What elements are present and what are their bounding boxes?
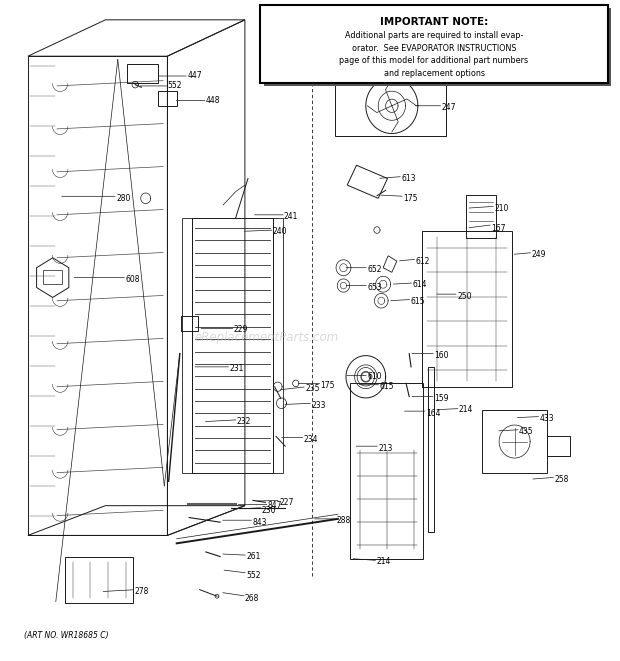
Text: 233: 233	[311, 401, 326, 410]
Bar	[482, 410, 547, 473]
Bar	[65, 557, 133, 603]
Text: 612: 612	[415, 256, 430, 266]
Text: 210: 210	[494, 204, 508, 213]
Bar	[182, 218, 192, 473]
Bar	[273, 218, 283, 473]
Text: 843: 843	[252, 518, 267, 527]
Bar	[350, 383, 423, 559]
Bar	[181, 316, 198, 330]
Bar	[192, 218, 273, 473]
Text: (ART NO. WR18685 C): (ART NO. WR18685 C)	[24, 631, 108, 640]
Text: 232: 232	[237, 416, 251, 426]
Text: Additional parts are required to install evap-
orator.  See EVAPORATOR INSTRUCTI: Additional parts are required to install…	[339, 31, 529, 77]
Text: IMPORTANT NOTE:: IMPORTANT NOTE:	[380, 17, 488, 26]
Text: 653: 653	[367, 283, 382, 292]
Text: 213: 213	[378, 444, 392, 453]
Text: 615: 615	[410, 297, 425, 306]
Text: 167: 167	[491, 223, 505, 233]
Text: 614: 614	[412, 280, 427, 289]
Text: 615: 615	[379, 382, 394, 391]
Text: 175: 175	[403, 194, 417, 203]
Bar	[260, 5, 608, 83]
Text: 235: 235	[305, 384, 319, 393]
Text: 608: 608	[125, 275, 140, 284]
Text: 240: 240	[273, 227, 287, 236]
Text: eReplacementParts.com: eReplacementParts.com	[195, 330, 339, 344]
Text: 249: 249	[531, 250, 546, 259]
Text: 214: 214	[376, 557, 391, 566]
Text: 288: 288	[336, 516, 350, 525]
Text: 214: 214	[459, 405, 473, 414]
Text: 280: 280	[117, 194, 131, 203]
Text: 231: 231	[229, 364, 244, 373]
Text: 261: 261	[246, 552, 260, 561]
Text: 247: 247	[441, 103, 456, 112]
Text: 435: 435	[519, 427, 534, 436]
Bar	[264, 8, 611, 86]
Text: 227: 227	[279, 498, 293, 507]
Text: 552: 552	[167, 81, 182, 91]
Bar	[466, 195, 496, 238]
Text: 278: 278	[135, 587, 149, 596]
Text: 229: 229	[234, 325, 248, 334]
Text: 164: 164	[426, 408, 440, 418]
Text: 159: 159	[434, 394, 448, 403]
Bar	[43, 270, 62, 284]
Text: 652: 652	[367, 264, 381, 274]
Text: 175: 175	[321, 381, 335, 390]
Text: 258: 258	[554, 475, 569, 484]
Text: 447: 447	[187, 71, 202, 80]
Text: 268: 268	[245, 594, 259, 603]
Text: 433: 433	[539, 414, 554, 423]
Text: 847: 847	[268, 501, 282, 510]
Bar	[158, 91, 177, 106]
Bar	[127, 64, 158, 83]
Bar	[428, 367, 434, 532]
Text: 241: 241	[284, 212, 298, 221]
Text: 250: 250	[458, 292, 472, 301]
Text: 448: 448	[206, 96, 220, 105]
Text: 610: 610	[367, 372, 381, 381]
Text: 234: 234	[304, 435, 318, 444]
Text: 552: 552	[246, 570, 260, 580]
Text: 160: 160	[434, 351, 448, 360]
Bar	[422, 231, 512, 387]
Text: 613: 613	[401, 174, 415, 183]
Text: 230: 230	[262, 506, 276, 515]
